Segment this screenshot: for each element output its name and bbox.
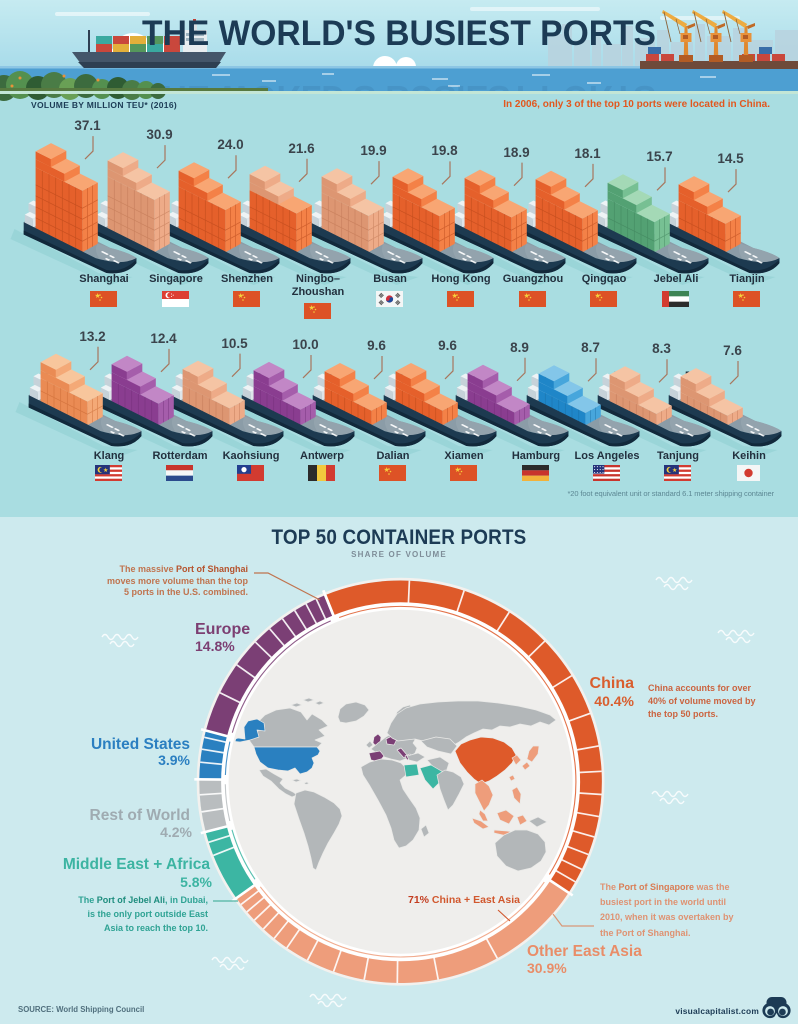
- svg-text:★: ★: [238, 292, 244, 300]
- svg-text:★: ★: [455, 466, 461, 474]
- svg-text:★: ★: [738, 292, 744, 300]
- svg-text:★: ★: [95, 292, 101, 300]
- svg-text:★: ★: [452, 292, 458, 300]
- svg-text:THE WORLD'S BUSIEST PORTS: THE WORLD'S BUSIEST PORTS: [142, 78, 656, 117]
- svg-text:★: ★: [672, 467, 677, 474]
- svg-text:★: ★: [595, 292, 601, 300]
- svg-text:★: ★: [309, 304, 315, 312]
- svg-text:★: ★: [384, 466, 390, 474]
- svg-text:★: ★: [103, 467, 108, 474]
- svg-text:★: ★: [524, 292, 530, 300]
